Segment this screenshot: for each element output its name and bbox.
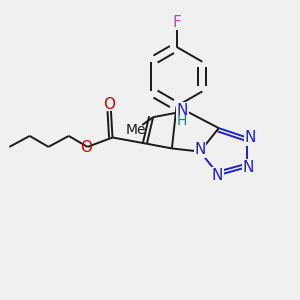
Text: O: O bbox=[103, 97, 116, 112]
Text: N: N bbox=[194, 142, 206, 158]
Text: Me: Me bbox=[126, 123, 146, 137]
Text: O: O bbox=[80, 140, 92, 155]
Text: N: N bbox=[244, 130, 256, 145]
Text: N: N bbox=[243, 160, 254, 175]
Text: F: F bbox=[172, 15, 181, 30]
Text: N: N bbox=[176, 103, 188, 118]
Text: H: H bbox=[177, 114, 188, 128]
Text: N: N bbox=[212, 167, 223, 182]
